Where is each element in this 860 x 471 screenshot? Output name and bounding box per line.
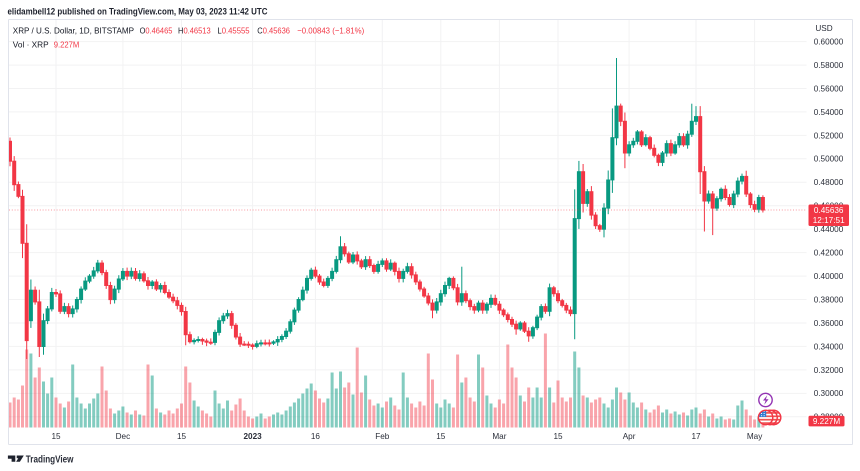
- svg-text:0.38000: 0.38000: [814, 295, 844, 304]
- svg-text:0.50000: 0.50000: [814, 155, 844, 164]
- svg-text:0.58000: 0.58000: [814, 61, 844, 70]
- svg-text:15: 15: [436, 432, 446, 441]
- svg-text:17: 17: [691, 432, 701, 441]
- svg-text:May: May: [747, 432, 763, 441]
- svg-text:0.48000: 0.48000: [814, 178, 844, 187]
- svg-text:0.45636: 0.45636: [814, 206, 844, 215]
- svg-text:L0.45555: L0.45555: [217, 25, 249, 35]
- svg-text:0.54000: 0.54000: [814, 108, 844, 117]
- svg-text:elidambell12 published on Trad: elidambell12 published on TradingView.co…: [8, 6, 268, 17]
- svg-text:15: 15: [177, 432, 187, 441]
- svg-text:H0.46513: H0.46513: [178, 25, 211, 35]
- svg-text:Mar: Mar: [492, 432, 506, 441]
- svg-text:C0.45636: C0.45636: [257, 25, 290, 35]
- svg-text:15: 15: [553, 432, 563, 441]
- svg-text:0.40000: 0.40000: [814, 272, 844, 281]
- svg-text:Dec: Dec: [116, 432, 131, 441]
- svg-text:Vol · XRP: Vol · XRP: [13, 40, 49, 50]
- svg-text:15: 15: [51, 432, 61, 441]
- svg-text:TradingView: TradingView: [26, 454, 74, 465]
- svg-text:9.227M: 9.227M: [813, 417, 840, 426]
- svg-text:USD: USD: [815, 24, 832, 33]
- svg-text:XRP / U.S. Dollar, 1D, BITSTAM: XRP / U.S. Dollar, 1D, BITSTAMP: [13, 25, 134, 35]
- svg-text:O0.46465: O0.46465: [140, 25, 173, 35]
- svg-text:Apr: Apr: [623, 432, 636, 441]
- svg-text:2023: 2023: [243, 432, 262, 441]
- svg-text:0.44000: 0.44000: [814, 225, 844, 234]
- svg-text:−0.00843 (−1.81%): −0.00843 (−1.81%): [297, 25, 364, 35]
- svg-text:0.56000: 0.56000: [814, 84, 844, 93]
- svg-text:0.36000: 0.36000: [814, 319, 844, 328]
- svg-text:0.52000: 0.52000: [814, 131, 844, 140]
- svg-text:9.227M: 9.227M: [54, 40, 80, 50]
- svg-text:16: 16: [311, 432, 321, 441]
- svg-text:0.30000: 0.30000: [814, 389, 844, 398]
- svg-text:Feb: Feb: [375, 432, 390, 441]
- svg-text:0.34000: 0.34000: [814, 342, 844, 351]
- svg-text:0.42000: 0.42000: [814, 249, 844, 258]
- svg-text:0.32000: 0.32000: [814, 366, 844, 375]
- svg-text:12:17:51: 12:17:51: [813, 216, 845, 225]
- svg-text:0.60000: 0.60000: [814, 38, 844, 47]
